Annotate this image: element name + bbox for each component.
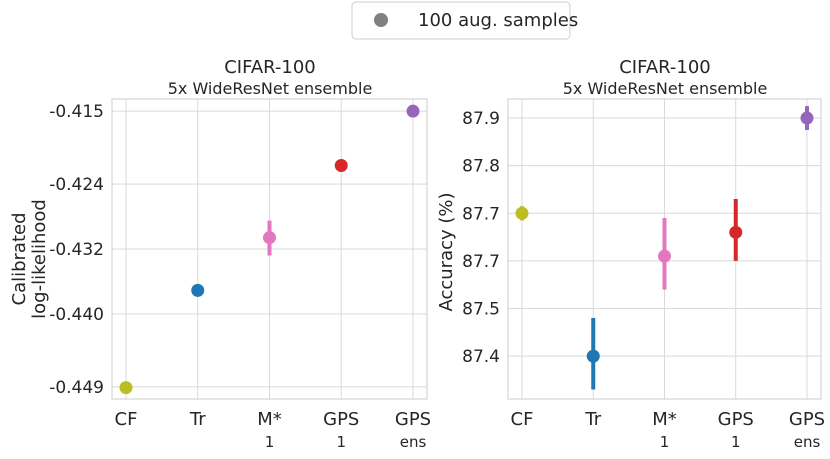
- y-tick-label: 87.8: [462, 157, 500, 177]
- legend-frame: [351, 1, 571, 40]
- x-tick-label: Tr: [189, 409, 206, 430]
- y-tick-label: 87.7: [462, 252, 500, 272]
- x-tick-label: GPS: [718, 409, 754, 430]
- data-point: [515, 206, 529, 220]
- y-tick-labels: -0.415 -0.424 -0.432 -0.440 -0.449: [49, 102, 104, 398]
- x-tick-label: M*: [257, 409, 282, 430]
- legend-label: 100 aug. samples: [418, 10, 578, 31]
- x-tick-sublabel: ens: [794, 433, 821, 451]
- legend-marker: [374, 13, 388, 27]
- data-point: [119, 381, 133, 395]
- x-tick-label: CF: [511, 409, 534, 430]
- y-tick-label: 87.4: [462, 347, 500, 367]
- y-tick-label: -0.432: [49, 240, 104, 260]
- x-tick-label: GPS: [789, 409, 825, 430]
- y-axis-label: Calibrated: [9, 212, 30, 305]
- x-tick-labels: CF Tr M* 1 GPS 1 GPS ens: [115, 409, 432, 451]
- x-tick-sublabel: 1: [336, 433, 346, 451]
- data-points: [119, 104, 420, 395]
- x-tick-sublabel: 1: [660, 433, 670, 451]
- data-point: [800, 111, 814, 125]
- data-point: [191, 283, 205, 297]
- y-tick-label: 87.7: [462, 204, 500, 224]
- y-tick-label: -0.415: [49, 102, 104, 122]
- x-tick-label: M*: [652, 409, 677, 430]
- x-tick-label: CF: [115, 409, 138, 430]
- data-point: [263, 231, 276, 245]
- y-axis-label: log-likelihood: [29, 199, 50, 319]
- data-point: [406, 104, 420, 118]
- x-tick-sublabel: ens: [400, 433, 427, 451]
- y-tick-label: 87.5: [462, 300, 500, 320]
- chart-subtitle: 5x WideResNet ensemble: [168, 79, 373, 98]
- x-tick-label: Tr: [584, 409, 601, 430]
- y-tick-label: -0.440: [49, 305, 104, 325]
- data-point: [334, 158, 348, 172]
- x-tick-sublabel: 1: [265, 433, 275, 451]
- chart-log-likelihood: CIFAR-100 5x WideResNet ensemble Calibra…: [9, 57, 431, 451]
- chart-title: CIFAR-100: [619, 57, 711, 78]
- x-tick-sublabel: 1: [731, 433, 741, 451]
- y-tick-labels: 87.4 87.5 87.7 87.7 87.8 87.9: [462, 109, 500, 367]
- x-tick-label: GPS: [323, 409, 359, 430]
- x-tick-labels: CF Tr M* 1 GPS 1 GPS ens: [511, 409, 826, 451]
- chart-subtitle: 5x WideResNet ensemble: [563, 79, 768, 98]
- chart-accuracy: CIFAR-100 5x WideResNet ensemble Accurac…: [436, 57, 825, 451]
- data-point: [586, 349, 600, 363]
- y-tick-label: -0.449: [49, 378, 104, 398]
- plot-frame: [507, 98, 822, 400]
- y-tick-label: 87.9: [462, 109, 500, 129]
- data-points: [515, 106, 814, 390]
- x-gridlines: [125, 99, 414, 399]
- y-axis-label: Accuracy (%): [436, 192, 457, 311]
- y-tick-label: -0.424: [49, 175, 104, 195]
- x-tick-label: GPS: [395, 409, 431, 430]
- chart-title: CIFAR-100: [224, 57, 316, 78]
- data-point: [729, 225, 743, 239]
- plot-frame: [111, 98, 428, 400]
- data-point: [658, 249, 671, 263]
- legend: 100 aug. samples: [351, 1, 578, 40]
